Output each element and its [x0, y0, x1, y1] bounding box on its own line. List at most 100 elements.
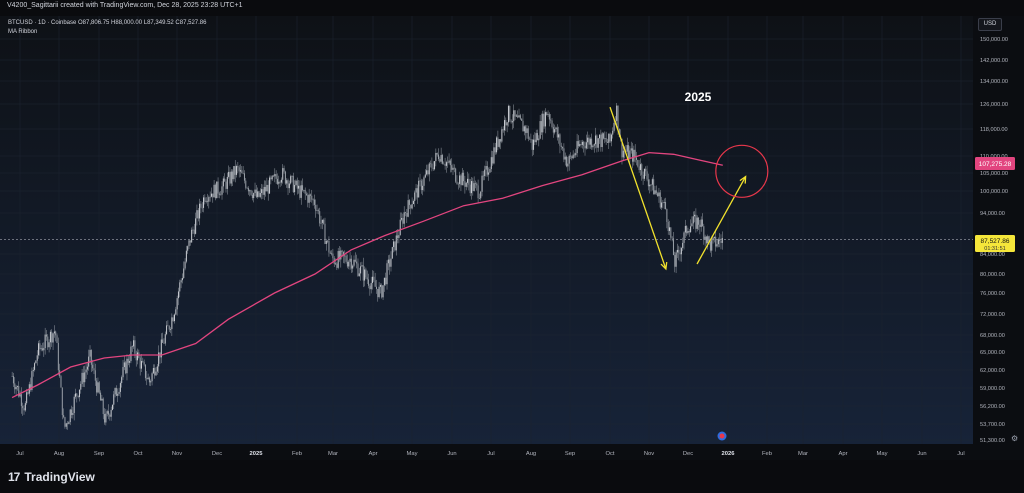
candle	[568, 154, 570, 171]
candle	[267, 180, 269, 201]
annotation-2025: 2025	[685, 90, 712, 104]
x-tick-label: Oct	[605, 451, 614, 457]
tradingview-logo[interactable]: 17 TradingView	[8, 470, 95, 484]
tradingview-wordmark: TradingView	[24, 470, 95, 484]
candle	[684, 219, 686, 239]
candle	[507, 104, 509, 127]
candle	[639, 158, 641, 176]
candle	[302, 178, 304, 192]
candle	[152, 364, 154, 374]
candle	[86, 362, 88, 375]
candle	[680, 247, 682, 262]
candle	[459, 171, 461, 188]
candle	[416, 184, 418, 204]
candle	[543, 110, 545, 129]
candle	[702, 213, 703, 227]
indicator-label[interactable]: MA Ribbon	[8, 29, 38, 35]
candle	[581, 139, 583, 149]
candle	[492, 151, 494, 166]
candle	[657, 191, 659, 197]
candle	[488, 167, 490, 181]
candle	[432, 161, 434, 171]
candle	[366, 270, 368, 284]
candle	[315, 199, 317, 218]
candle	[378, 282, 380, 299]
candle	[521, 118, 523, 121]
candle	[628, 141, 630, 159]
y-tick-label: 105,000.00	[980, 171, 1008, 177]
candle	[361, 261, 363, 267]
candle	[76, 392, 78, 403]
candle	[273, 174, 274, 178]
candle	[147, 373, 149, 380]
candle	[312, 198, 314, 206]
candle	[453, 164, 455, 173]
candle	[606, 138, 608, 143]
candle	[104, 408, 106, 425]
candle	[570, 152, 571, 159]
candle	[665, 197, 667, 210]
candle	[23, 404, 25, 415]
x-tick-label: Mar	[798, 451, 808, 457]
candle	[719, 233, 721, 248]
candle	[379, 283, 381, 294]
candle	[538, 135, 540, 147]
candle	[316, 204, 318, 214]
candle	[275, 170, 277, 184]
candle	[571, 155, 573, 161]
candle	[39, 339, 41, 356]
candle	[434, 161, 436, 171]
candle	[672, 231, 674, 256]
candle	[287, 178, 289, 196]
candle	[11, 371, 13, 378]
candle	[55, 330, 57, 342]
candle	[686, 225, 688, 237]
candle	[694, 211, 696, 223]
candle	[387, 255, 389, 271]
candle	[540, 113, 542, 135]
x-tick-label: Nov	[644, 451, 654, 457]
candle	[567, 156, 569, 172]
candle	[143, 359, 145, 367]
candle	[494, 142, 496, 155]
candle	[77, 395, 79, 399]
candle	[703, 223, 705, 245]
candle	[533, 134, 535, 155]
time-scale[interactable]	[0, 444, 973, 460]
candle	[505, 117, 507, 131]
event-marker-icon[interactable]	[717, 431, 727, 441]
candle	[519, 113, 521, 120]
candle	[217, 177, 219, 199]
candle	[438, 148, 439, 162]
candle	[266, 177, 268, 192]
y-tick-label: 72,000.00	[980, 312, 1005, 318]
candle	[646, 165, 648, 182]
tradingview-mark-icon: 17	[8, 470, 20, 484]
candle	[608, 133, 610, 149]
candle	[527, 125, 529, 142]
candle	[308, 188, 310, 208]
candle	[510, 119, 512, 124]
gear-icon[interactable]: ⚙	[1011, 434, 1019, 443]
candle	[154, 364, 156, 379]
candle	[721, 231, 723, 250]
plot-area[interactable]	[0, 16, 973, 444]
currency-button[interactable]: USD	[978, 18, 1002, 31]
candle	[253, 192, 255, 203]
candle	[111, 404, 113, 411]
candle	[692, 211, 694, 230]
candle	[535, 129, 537, 145]
candle	[715, 231, 717, 252]
candle	[192, 226, 194, 234]
candle	[403, 206, 405, 228]
candle	[236, 164, 238, 178]
candle	[440, 147, 442, 164]
candle	[480, 190, 482, 201]
x-tick-label: Jul	[957, 451, 964, 457]
candle	[213, 180, 215, 198]
candle	[201, 202, 203, 212]
candle	[612, 127, 614, 139]
candle	[493, 142, 495, 165]
candle	[486, 161, 488, 177]
